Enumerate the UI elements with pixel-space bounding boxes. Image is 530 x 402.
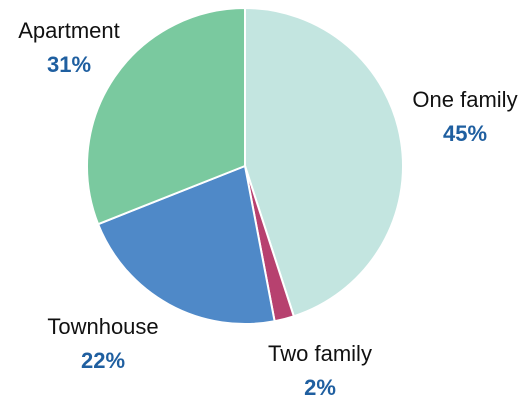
pie-slice xyxy=(96,164,276,325)
slice-label: Two family xyxy=(268,341,372,366)
slice-label: Townhouse xyxy=(47,314,158,339)
slice-label: One family xyxy=(412,87,517,112)
slice-value-label: 45% xyxy=(443,121,487,146)
pie-slice xyxy=(86,6,246,226)
slice-label: Apartment xyxy=(18,18,120,43)
pie-slice xyxy=(244,6,404,318)
slice-value-label: 31% xyxy=(47,52,91,77)
slice-value-label: 2% xyxy=(304,375,336,400)
slice-value-label: 22% xyxy=(81,348,125,373)
